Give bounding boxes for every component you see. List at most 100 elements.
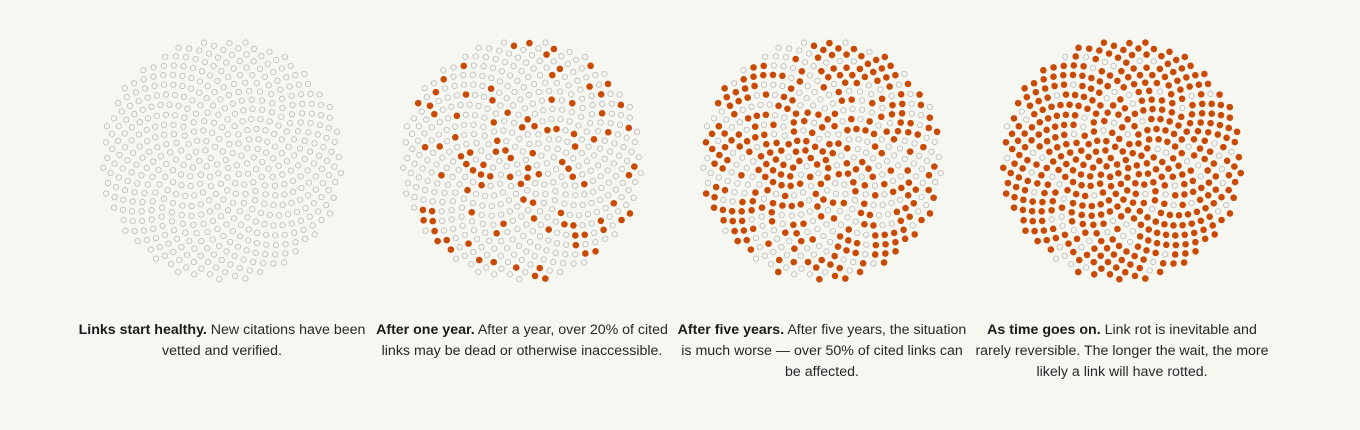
live-link-dot xyxy=(207,173,214,180)
live-link-dot xyxy=(866,48,873,55)
live-link-dot xyxy=(163,160,170,168)
dead-link-dot xyxy=(890,229,898,237)
dead-link-dot xyxy=(1177,86,1184,93)
live-link-dot xyxy=(1089,65,1097,72)
dead-link-dot xyxy=(788,202,796,210)
live-link-dot xyxy=(881,191,888,198)
live-link-dot xyxy=(919,179,926,187)
live-link-dot xyxy=(522,156,529,164)
live-link-dot xyxy=(531,81,538,88)
live-link-dot xyxy=(269,173,276,180)
dead-link-dot xyxy=(1057,152,1065,160)
dead-link-dot xyxy=(1226,114,1234,121)
live-link-dot xyxy=(772,91,779,99)
live-link-dot xyxy=(281,231,288,238)
dead-link-dot xyxy=(1010,115,1018,122)
dead-link-dot xyxy=(740,76,747,83)
dead-link-dot xyxy=(824,174,831,181)
live-link-dot xyxy=(203,95,210,102)
live-link-dot xyxy=(244,214,251,221)
live-link-dot xyxy=(608,100,615,107)
live-link-dot xyxy=(870,260,877,267)
live-link-dot xyxy=(262,251,269,258)
live-link-dot xyxy=(752,234,759,242)
dead-link-dot xyxy=(1046,148,1053,156)
dead-link-dot xyxy=(1231,163,1238,170)
live-link-dot xyxy=(883,158,891,165)
live-link-dot xyxy=(595,162,602,169)
dead-link-dot xyxy=(735,131,743,138)
live-link-dot xyxy=(240,107,247,114)
live-link-dot xyxy=(212,190,219,197)
live-link-dot xyxy=(173,191,180,198)
live-link-dot xyxy=(461,121,468,129)
live-link-dot xyxy=(616,91,623,98)
dead-link-dot xyxy=(452,133,459,141)
live-link-dot xyxy=(187,173,194,180)
live-link-dot xyxy=(578,150,585,157)
live-link-dot xyxy=(579,171,586,178)
dead-link-dot xyxy=(1098,68,1106,75)
dead-link-dot xyxy=(856,65,864,73)
live-link-dot xyxy=(281,191,288,198)
dead-link-dot xyxy=(926,114,934,121)
live-link-dot xyxy=(224,207,232,214)
dead-link-dot xyxy=(1113,161,1121,168)
live-link-dot xyxy=(143,126,150,134)
live-link-dot xyxy=(610,160,617,167)
live-link-dot xyxy=(857,116,864,123)
dead-link-dot xyxy=(738,171,745,179)
live-link-dot xyxy=(770,81,777,88)
live-link-dot xyxy=(824,131,831,138)
dead-link-dot xyxy=(1043,126,1050,134)
dead-link-dot xyxy=(787,182,794,190)
dead-link-dot xyxy=(1178,136,1186,143)
live-link-dot xyxy=(215,242,223,250)
dead-link-dot xyxy=(1158,52,1165,60)
dead-link-dot xyxy=(1096,157,1103,165)
dead-link-dot xyxy=(493,230,500,237)
live-link-dot xyxy=(204,109,211,116)
live-link-dot xyxy=(189,97,196,104)
dead-link-dot xyxy=(1031,227,1038,235)
dead-link-dot xyxy=(1034,180,1041,187)
dead-link-dot xyxy=(1060,121,1068,129)
dead-link-dot xyxy=(734,237,741,245)
live-link-dot xyxy=(116,151,123,159)
dead-link-dot xyxy=(610,199,618,207)
dead-link-dot xyxy=(1038,171,1045,179)
live-link-dot xyxy=(188,212,195,219)
dead-link-dot xyxy=(760,131,768,139)
live-link-dot xyxy=(204,83,211,90)
dead-link-dot xyxy=(453,112,461,120)
live-link-dot xyxy=(625,186,632,194)
live-link-dot xyxy=(256,65,263,72)
dead-link-dot xyxy=(724,156,731,164)
dead-link-dot xyxy=(1190,136,1198,143)
dead-link-dot xyxy=(1040,76,1047,83)
dead-link-dot xyxy=(881,180,888,188)
dead-link-dot xyxy=(736,143,744,150)
live-link-dot xyxy=(510,102,517,109)
live-link-dot xyxy=(259,106,266,113)
dead-link-dot xyxy=(852,166,860,173)
dead-link-dot xyxy=(763,140,770,148)
live-link-dot xyxy=(236,57,243,65)
dead-link-dot xyxy=(587,62,594,70)
dead-link-dot xyxy=(861,220,868,228)
live-link-dot xyxy=(506,271,514,278)
live-link-dot xyxy=(131,189,138,196)
live-link-dot xyxy=(245,237,252,244)
dead-link-dot xyxy=(787,85,795,92)
live-link-dot xyxy=(503,95,510,102)
dead-link-dot xyxy=(1014,137,1022,145)
live-link-dot xyxy=(500,39,508,46)
live-link-dot xyxy=(469,178,477,186)
live-link-dot xyxy=(635,154,642,161)
live-link-dot xyxy=(607,120,614,127)
dead-link-dot xyxy=(1187,167,1195,174)
dead-link-dot xyxy=(1140,199,1148,207)
dead-link-dot xyxy=(902,204,909,212)
dead-link-dot xyxy=(1069,199,1077,207)
dead-link-dot xyxy=(1135,88,1142,96)
